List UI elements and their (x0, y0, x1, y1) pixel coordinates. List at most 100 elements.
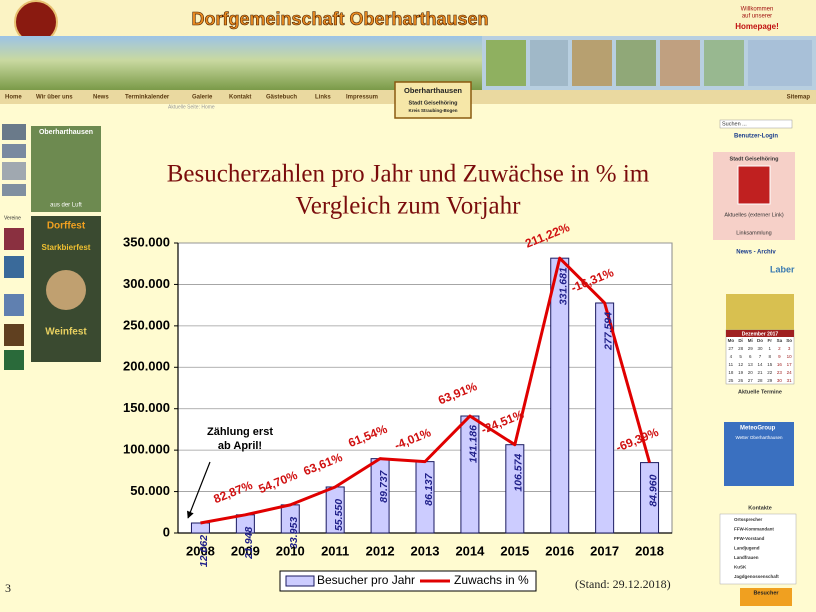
x-tick-label: 2011 (321, 543, 349, 558)
y-tick-label: 200.000 (123, 359, 170, 374)
legend-label: Besucher pro Jahr (317, 573, 415, 587)
calendar-day: 27 (748, 378, 754, 383)
bar (190, 522, 210, 534)
nav-item[interactable]: Galerie (192, 95, 213, 101)
stand: (Stand: 29.12.2018) (575, 577, 671, 591)
nav-item[interactable]: Sitemap (787, 95, 811, 101)
calendar-day: 12 (738, 362, 744, 367)
calendar-day: 30 (777, 378, 783, 383)
y-tick-label: 300.000 (123, 276, 170, 291)
contact[interactable]: Ortssprecher (734, 517, 763, 522)
value-label: 277.594 (602, 312, 614, 351)
ad-text: Weinfest (45, 327, 87, 338)
calendar-day: 14 (757, 362, 763, 367)
weather (724, 422, 794, 486)
nav-item[interactable]: Home (5, 95, 22, 101)
calendar-day: 15 (767, 362, 773, 367)
visitor-counter (740, 588, 792, 606)
vereine: Vereine (4, 215, 21, 221)
contact[interactable]: Jagdgenossenschaft (734, 574, 779, 579)
x-tick-label: 2012 (366, 543, 395, 558)
slide-number: 3 (5, 581, 11, 595)
calendar-day: 18 (728, 370, 734, 375)
besucher: Besucher (753, 590, 779, 596)
calendar-day: 29 (748, 346, 754, 351)
chart-title: Vergleich zum Vorjahr (296, 193, 522, 220)
calendar-day: 4 (730, 354, 733, 359)
legend-swatch (285, 575, 315, 587)
calendar-title: Dezember 2017 (742, 331, 779, 337)
calendar-day: 28 (738, 346, 744, 351)
nav-item[interactable]: Wir über uns (36, 95, 73, 101)
nav-item[interactable]: Impressum (346, 95, 378, 101)
place-sub: Stadt Geiselhöring (409, 100, 458, 106)
place-box (394, 81, 472, 119)
calendar-day: 2 (778, 346, 781, 351)
calendar-day: 20 (748, 370, 754, 375)
links[interactable]: Linksammlung (736, 230, 771, 236)
value-label: 84.960 (647, 474, 659, 506)
header (0, 0, 816, 36)
calendar-day: 17 (787, 362, 793, 367)
calendar-day: 27 (728, 346, 734, 351)
y-tick-label: 0 (163, 524, 170, 539)
value-label: 106.574 (513, 454, 525, 492)
x-tick-label: 2014 (455, 543, 485, 558)
calendar-day: 10 (787, 354, 793, 359)
calendar-day-head: Fr (767, 338, 772, 343)
left-icons (2, 124, 26, 370)
contact-list (719, 513, 797, 585)
value-label: 331.681 (558, 267, 570, 305)
x-tick-label: 2008 (186, 543, 215, 558)
value-label: 33.953 (288, 517, 300, 549)
calendar-day: 3 (788, 346, 791, 351)
calendar-day-head: Mo (728, 338, 735, 343)
calendar-day: 31 (787, 378, 793, 383)
calendar-day: 23 (777, 370, 783, 375)
city-link[interactable]: Aktuelles (externer Link) (724, 212, 783, 218)
calendar-day: 5 (739, 354, 742, 359)
contact[interactable]: KuSK (734, 565, 747, 570)
calendar-day: 8 (768, 354, 771, 359)
weather-place: Wetter Oberharthausen (736, 435, 783, 440)
nav-item[interactable]: Kontakt (229, 95, 251, 101)
annotation: ab April! (218, 440, 262, 452)
search-box[interactable] (719, 119, 793, 129)
calendar-day-head: Di (738, 338, 743, 343)
ad[interactable] (31, 126, 101, 212)
laber: Laber (770, 264, 795, 274)
value-label: 12.062 (198, 535, 210, 567)
value-label: 86.137 (423, 472, 435, 505)
calendar-day: 13 (748, 362, 754, 367)
nav-item[interactable]: Gästebuch (266, 95, 297, 101)
annotation: Zählung erst (207, 426, 273, 438)
city: Stadt Geiselhöring (730, 156, 779, 162)
contact[interactable]: FFW-Vorstand (734, 536, 765, 541)
nav-item[interactable]: Terminkalender (125, 95, 170, 101)
chart-title: Besucherzahlen pro Jahr und Zuwächse in … (167, 161, 650, 188)
x-tick-label: 2018 (635, 543, 664, 558)
calendar-day: 11 (729, 362, 734, 367)
flowers (726, 294, 794, 330)
x-tick-label: 2009 (231, 543, 260, 558)
contact[interactable]: Landjugend (734, 546, 760, 551)
contact[interactable]: Landfrauen (734, 555, 759, 560)
photo-strip (0, 36, 482, 90)
ad-text: aus der Luft (50, 203, 82, 209)
calendar-day-head: So (786, 338, 792, 343)
nav-item[interactable]: News (93, 95, 109, 101)
coat-of-arms (737, 165, 771, 205)
legend-label: Zuwachs in % (454, 573, 529, 587)
contact[interactable]: FFW-Kommandant (734, 527, 774, 532)
calendar (725, 329, 795, 385)
login[interactable]: Benutzer-Login (734, 134, 778, 140)
x-tick-label: 2015 (500, 543, 529, 558)
x-tick-label: 2016 (545, 543, 574, 558)
y-tick-label: 100.000 (123, 442, 170, 457)
news-archive[interactable]: News - Archiv (736, 250, 776, 256)
x-tick-label: 2017 (590, 543, 619, 558)
ad-text: Oberharthausen (39, 129, 93, 136)
nav-item[interactable]: Links (315, 95, 331, 101)
kontakte: Kontakte (748, 505, 772, 511)
calendar-day: 1 (768, 346, 771, 351)
